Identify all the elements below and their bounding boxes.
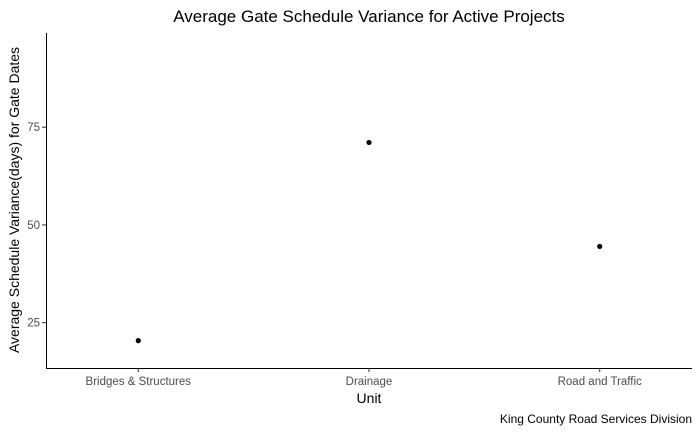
y-tick-label-25: 25: [27, 318, 40, 330]
data-point-2: [597, 243, 603, 250]
data-points: [135, 139, 603, 344]
y-ticks: 25 50 75: [27, 122, 46, 330]
data-point-1: [366, 139, 372, 146]
x-tick-label-1: Drainage: [346, 376, 393, 388]
plot-area: 25 50 75 Bridges & Structures Drainage Road …: [27, 33, 692, 388]
y-tick-label-75: 75: [27, 122, 40, 134]
x-axis-title: Unit: [357, 390, 382, 406]
data-point-0: [135, 338, 141, 344]
x-tick-label-2: Road and Traffic: [558, 376, 642, 388]
chart-title: Average Gate Schedule Variance for Activ…: [173, 7, 565, 26]
x-tick-label-0: Bridges & Structures: [86, 376, 192, 388]
y-axis-title: Average Schedule Variance(days) for Gate…: [6, 47, 22, 353]
chart-caption: King County Road Services Division: [500, 412, 692, 426]
x-ticks: Bridges & Structures Drainage Road and Tra…: [86, 368, 642, 388]
y-tick-label-50: 50: [27, 220, 40, 232]
